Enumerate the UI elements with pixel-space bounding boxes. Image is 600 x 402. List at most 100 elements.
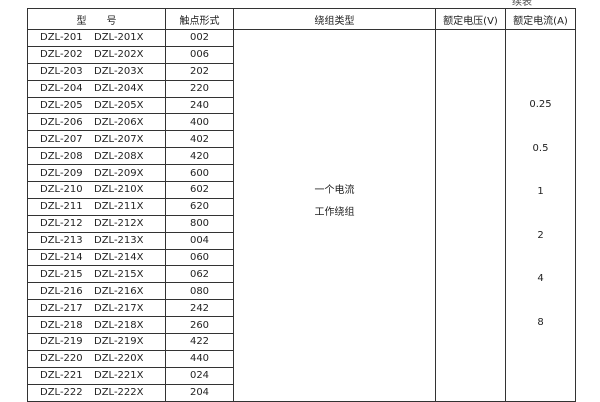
contact-cell: 422: [165, 333, 234, 351]
model-cell: DZL-216 DZL-216X: [27, 282, 166, 301]
model-cell: DZL-202 DZL-202X: [27, 45, 166, 64]
contact-cell: 220: [165, 79, 234, 98]
model-x: DZL-213X: [94, 235, 144, 247]
contact-cell: 080: [165, 282, 234, 301]
model-cell: DZL-211 DZL-211X: [27, 197, 166, 216]
current-value: 2: [537, 229, 544, 241]
model-x: DZL-222X: [94, 387, 144, 399]
contact-cell: 402: [165, 130, 234, 149]
model: DZL-208: [40, 150, 83, 162]
model-cell: DZL-205 DZL-205X: [27, 96, 166, 115]
table-row: DZL-202 DZL-202X 006: [27, 45, 576, 64]
contact-cell: 440: [165, 349, 234, 368]
model-x: DZL-207X: [94, 133, 144, 145]
model: DZL-207: [40, 133, 83, 145]
table-row: DZL-218 DZL-218X 260: [27, 316, 576, 335]
model: DZL-213: [40, 235, 83, 247]
model: DZL-219: [40, 336, 83, 348]
model-x: DZL-209X: [94, 167, 144, 179]
model: DZL-209: [40, 167, 83, 179]
model-x: DZL-211X: [94, 201, 144, 213]
table-row: DZL-213 DZL-213X 004: [27, 231, 576, 250]
table-row: DZL-211 DZL-211X 620: [27, 197, 576, 216]
contact-cell: 004: [165, 231, 234, 250]
header-current: 额定电流(A): [505, 8, 576, 30]
model-x: DZL-203X: [94, 66, 144, 78]
model-cell: DZL-220 DZL-220X: [27, 349, 166, 368]
model-cell: DZL-222 DZL-222X: [27, 383, 166, 402]
model: DZL-214: [40, 252, 83, 264]
header-model: 型 号: [27, 8, 166, 30]
model-cell: DZL-207 DZL-207X: [27, 130, 166, 149]
winding-line1: 一个电流: [314, 185, 355, 196]
header-contact: 触点形式: [165, 8, 234, 30]
model-cell: DZL-203 DZL-203X: [27, 62, 166, 81]
table-row: DZL-204 DZL-204X 220: [27, 79, 576, 98]
model-cell: DZL-214 DZL-214X: [27, 248, 166, 267]
winding-cell: 一个电流 工作绕组: [233, 29, 436, 402]
current-value: 0.25: [529, 99, 552, 110]
current-value: 0.5: [532, 142, 549, 154]
contact-cell: 204: [165, 383, 234, 402]
model: DZL-212: [40, 218, 83, 230]
model-x: DZL-208X: [94, 150, 144, 162]
current-cell: 0.25 0.5 1 2 4 8: [505, 29, 576, 402]
model: DZL-215: [40, 268, 83, 280]
table-row: DZL-208 DZL-208X 420: [27, 147, 576, 166]
model: DZL-217: [40, 302, 83, 314]
model-cell: DZL-201 DZL-201X: [27, 29, 166, 47]
model: DZL-203: [40, 66, 83, 78]
model-x: DZL-218X: [94, 319, 144, 331]
model-x: DZL-205X: [94, 100, 144, 111]
model-x: DZL-201X: [94, 32, 144, 44]
model-cell: DZL-217 DZL-217X: [27, 299, 166, 318]
model-x: DZL-216X: [94, 285, 144, 297]
contact-cell: 602: [165, 181, 234, 199]
model-x: DZL-212X: [94, 218, 144, 230]
winding-line2: 工作绕组: [314, 207, 355, 218]
table-row: DZL-207 DZL-207X 402: [27, 130, 576, 149]
model-cell: DZL-209 DZL-209X: [27, 164, 166, 183]
contact-cell: 260: [165, 316, 234, 335]
contact-cell: 240: [165, 96, 234, 115]
current-value: 8: [537, 317, 544, 328]
contact-cell: 400: [165, 113, 234, 132]
model-x: DZL-221X: [94, 370, 144, 382]
table-row: DZL-205 DZL-205X 240: [27, 96, 576, 115]
model: DZL-206: [40, 116, 83, 128]
model-cell: DZL-208 DZL-208X: [27, 147, 166, 166]
continued-label: 续表: [512, 0, 532, 8]
model-cell: DZL-210 DZL-210X: [27, 181, 166, 199]
contact-cell: 202: [165, 62, 234, 81]
table-row: DZL-209 DZL-209X 600: [27, 164, 576, 183]
header-voltage: 额定电压(V): [435, 8, 506, 30]
model-cell: DZL-218 DZL-218X: [27, 316, 166, 335]
model: DZL-220: [40, 353, 83, 365]
model: DZL-204: [40, 83, 83, 95]
model: DZL-201: [40, 32, 83, 44]
contact-cell: 006: [165, 45, 234, 64]
contact-cell: 062: [165, 265, 234, 284]
model-x: DZL-204X: [94, 83, 144, 95]
model: DZL-221: [40, 370, 83, 382]
model-x: DZL-206X: [94, 116, 144, 128]
model-cell: DZL-212 DZL-212X: [27, 214, 166, 233]
contact-cell: 420: [165, 147, 234, 166]
model-cell: DZL-206 DZL-206X: [27, 113, 166, 132]
current-value: 1: [537, 186, 544, 198]
model: DZL-210: [40, 184, 83, 196]
model: DZL-211: [40, 201, 83, 213]
model: DZL-216: [40, 285, 83, 297]
model-x: DZL-202X: [94, 49, 144, 61]
model-cell: DZL-213 DZL-213X: [27, 231, 166, 250]
current-value: 4: [537, 273, 544, 285]
model-x: DZL-215X: [94, 268, 144, 280]
contact-cell: 620: [165, 197, 234, 216]
model: DZL-218: [40, 319, 83, 331]
model-x: DZL-219X: [94, 336, 144, 348]
model-cell: DZL-215 DZL-215X: [27, 265, 166, 284]
header-winding: 绕组类型: [233, 8, 436, 30]
table-row: DZL-214 DZL-214X 060: [27, 248, 576, 267]
model-x: DZL-220X: [94, 353, 144, 365]
contact-cell: 800: [165, 214, 234, 233]
